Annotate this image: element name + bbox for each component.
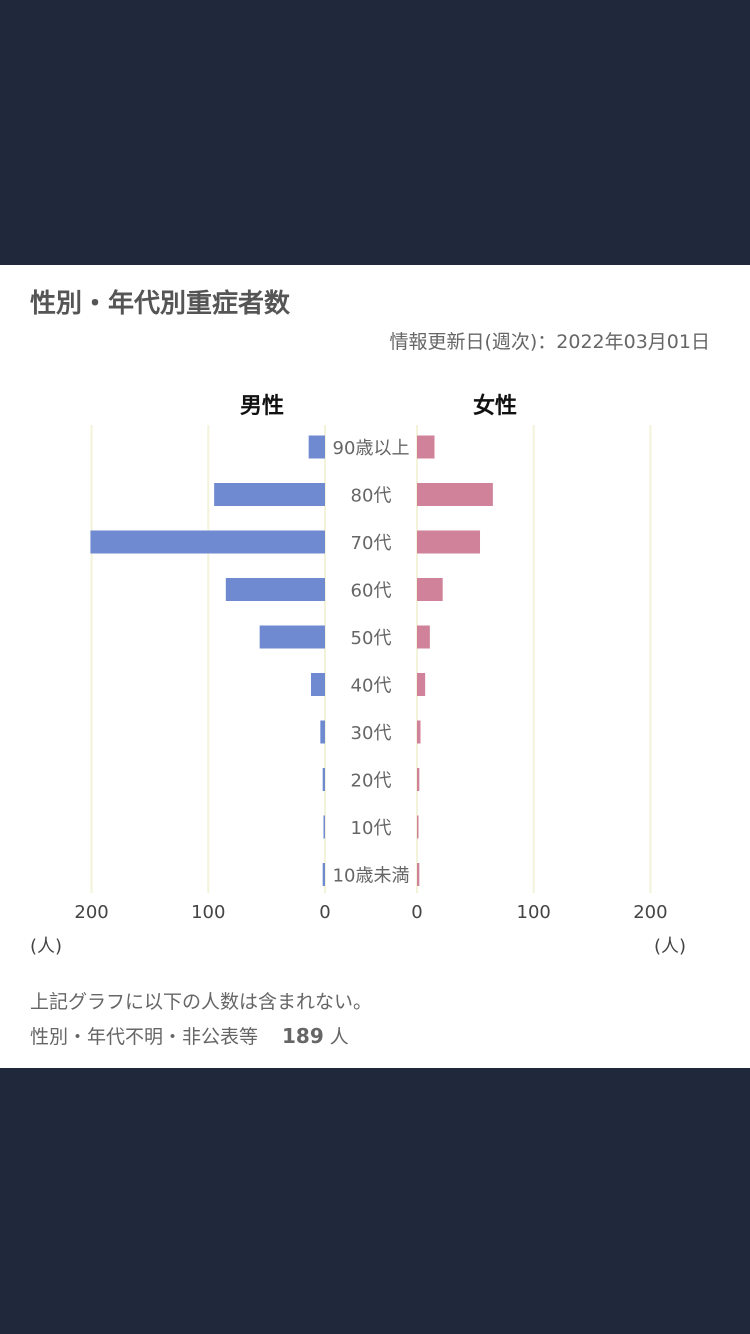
male-bar: [322, 768, 325, 791]
tick-label: 0: [319, 902, 330, 923]
tick-label: 100: [517, 902, 551, 923]
category-label: 60代: [351, 581, 392, 602]
male-bar: [308, 435, 325, 459]
category-label: 90歳以上: [333, 438, 410, 459]
category-label: 10代: [351, 818, 392, 839]
female-bar: [417, 863, 420, 886]
male-bar: [320, 720, 325, 744]
category-label: 30代: [351, 723, 392, 744]
tick-label: 100: [191, 902, 225, 923]
update-date: 情報更新日(週次)：2022年03月01日: [389, 331, 710, 353]
unknown-label: 性別・年代不明・非公表等: [30, 1026, 259, 1048]
category-label: 80代: [351, 486, 392, 507]
tick-label: 0: [411, 902, 422, 923]
male-bar: [225, 578, 325, 601]
left-unit-label: (人): [30, 936, 62, 957]
male-bar: [310, 673, 325, 696]
unknown-unit: 人: [329, 1026, 349, 1048]
category-label: 20代: [351, 771, 392, 792]
pyramid-chart: 男性 女性 90歳以上 80代 70代 60代 50代 40代 30代 20代 10代 10歳未満…: [30, 393, 686, 957]
female-bar: [417, 625, 430, 649]
axis-ticks: 200 100 0 0 100 200: [74, 902, 667, 923]
male-series-label: 男性: [240, 394, 284, 419]
unknown-count: 189: [282, 1024, 324, 1048]
female-bar: [417, 435, 435, 459]
category-labels: 90歳以上 80代 70代 60代 50代 40代 30代 20代 10代 10歳未満: [333, 438, 410, 887]
male-bar: [214, 483, 325, 506]
male-bar: [323, 815, 325, 839]
category-label: 70代: [351, 533, 392, 554]
unknown-count-row: 性別・年代不明・非公表等 189 人: [30, 1022, 349, 1049]
female-bar: [417, 578, 443, 601]
male-bar: [322, 863, 325, 886]
chart-card: 性別・年代別重症者数 情報更新日(週次)：2022年03月01日 男性 女性 9…: [0, 265, 750, 1068]
tick-label: 200: [74, 902, 108, 923]
female-bar: [417, 768, 420, 791]
female-bar: [417, 483, 493, 506]
female-bar: [417, 673, 426, 696]
female-series-label: 女性: [473, 393, 517, 419]
male-bar: [259, 625, 325, 649]
female-bar: [417, 815, 419, 839]
category-label: 10歳未満: [333, 866, 410, 887]
chart-title: 性別・年代別重症者数: [30, 289, 291, 319]
female-bar: [417, 530, 481, 554]
right-unit-label: (人): [654, 936, 686, 957]
male-bar: [90, 530, 325, 554]
category-label: 50代: [351, 628, 392, 649]
tick-label: 200: [633, 902, 667, 923]
category-label: 40代: [351, 676, 392, 697]
bars: [90, 435, 493, 886]
exclusion-note: 上記グラフに以下の人数は含まれない。: [30, 991, 373, 1013]
female-bar: [417, 720, 421, 744]
